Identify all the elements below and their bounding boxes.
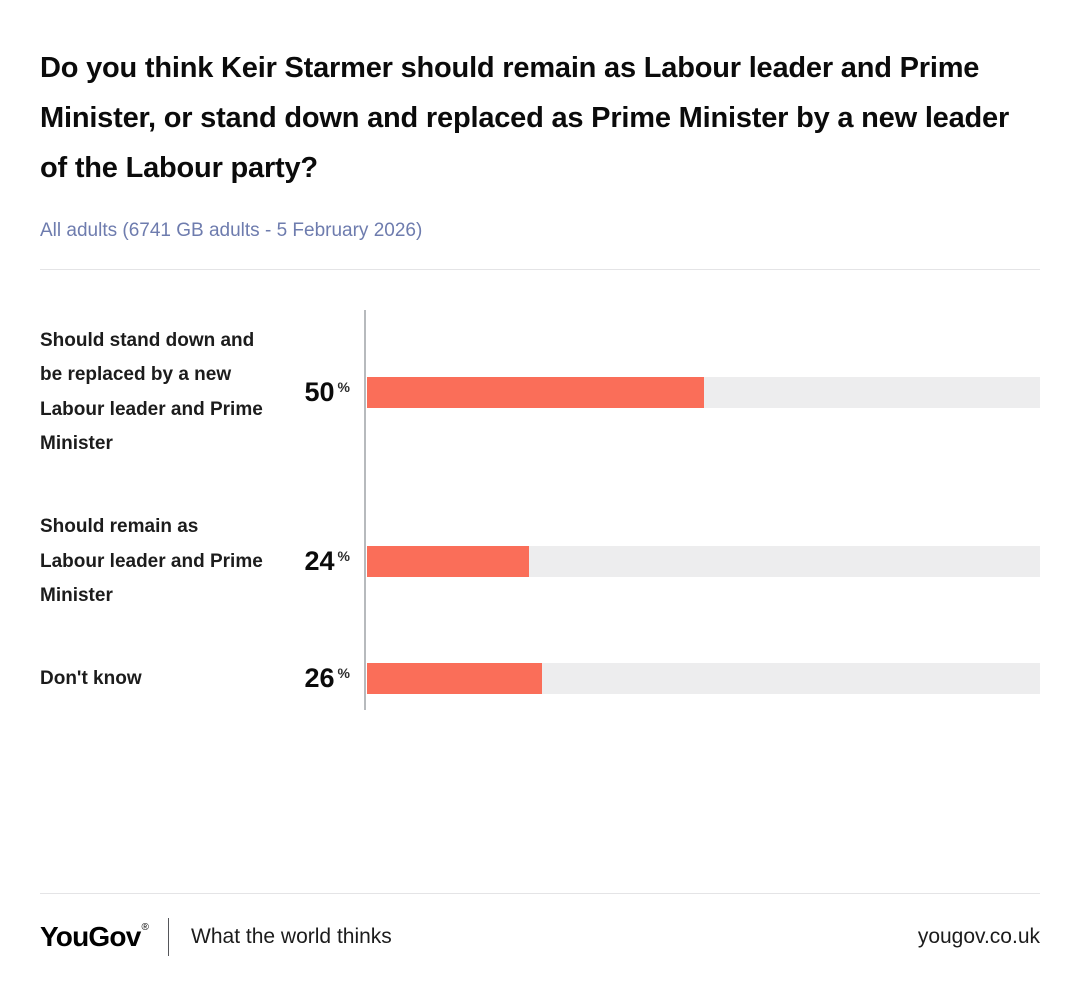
bar-chart: Should stand down and be replaced by a n…: [40, 309, 1040, 711]
percent-sign: %: [337, 548, 350, 565]
percent-sign: %: [337, 379, 350, 396]
chart-axis-line: [364, 309, 366, 711]
registered-trademark-icon: ®: [141, 922, 149, 933]
header-divider: [40, 268, 1040, 270]
chart-row: Should stand down and be replaced by a n…: [40, 324, 1040, 462]
yougov-logo: YouGov®: [40, 921, 149, 952]
category-label: Should stand down and be replaced by a n…: [40, 329, 263, 455]
footer-separator: [168, 918, 170, 956]
bar-fill: [367, 663, 542, 695]
bar-chart-rows: Should stand down and be replaced by a n…: [40, 324, 1040, 697]
sample-subtitle: All adults (6741 GB adults - 5 February …: [40, 219, 423, 241]
bar-fill: [367, 546, 529, 578]
footer: YouGov® What the world thinks yougov.co.…: [40, 893, 1040, 956]
chart-row: Should remain as Labour leader and Prime…: [40, 510, 1040, 614]
bar-fill: [367, 377, 704, 409]
chart-row: Don't know 26%: [40, 662, 1040, 697]
bar-track: [367, 377, 1040, 409]
bar-track: [367, 546, 1040, 578]
footer-divider: [40, 893, 1040, 894]
category-label: Should remain as Labour leader and Prime…: [40, 515, 263, 607]
bar-track: [367, 663, 1040, 695]
category-label: Don't know: [40, 667, 142, 689]
value-label: 50%: [304, 377, 351, 408]
value-label: 24%: [304, 546, 351, 577]
value-label: 26%: [304, 663, 351, 694]
percent-sign: %: [337, 665, 350, 682]
footer-url: yougov.co.uk: [917, 925, 1040, 948]
footer-tagline: What the world thinks: [191, 925, 392, 948]
page-title: Do you think Keir Starmer should remain …: [40, 52, 1010, 184]
